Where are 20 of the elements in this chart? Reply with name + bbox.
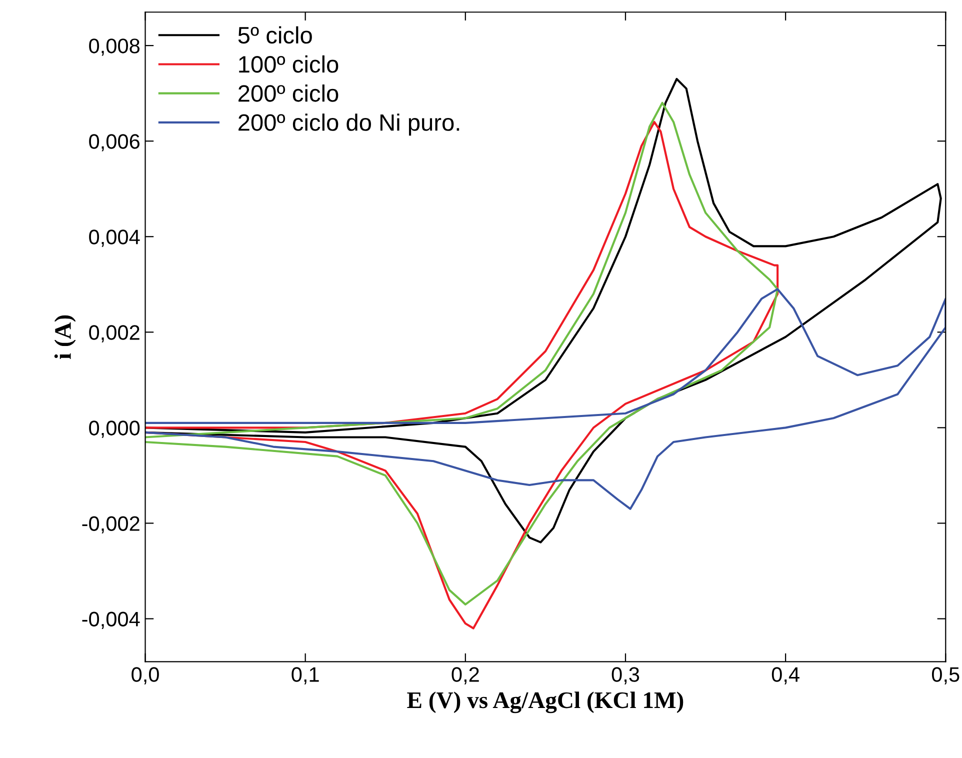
x-tick-label: 0,2 [452, 667, 479, 684]
y-axis-title: i (A) [54, 315, 76, 360]
y-tick-label: 0,004 [89, 230, 140, 247]
y-tick-label: 0,000 [89, 420, 140, 438]
x-tick-label: 0,3 [612, 667, 640, 684]
line-series [145, 288, 946, 510]
y-tick-label: 0,002 [89, 325, 140, 342]
legend-label: 100º ciclo [239, 55, 338, 73]
legend-label: 200º ciclo do Ni puro. [238, 114, 460, 136]
x-tick-label: 0,1 [292, 667, 319, 684]
y-tick-label: -0,002 [82, 516, 140, 534]
x-tick-label: 0,5 [932, 667, 960, 684]
legend-label: 200º ciclo [238, 84, 338, 102]
y-tick-label: 0,008 [89, 38, 140, 56]
legend-label: 5º ciclo [238, 26, 312, 44]
y-tick-label: -0,004 [82, 612, 140, 629]
x-tick-label: 0,0 [132, 667, 159, 684]
y-tick-label: 0,006 [89, 134, 140, 152]
x-axis-title: E (V) vs Ag/AgCl (KCl 1M) [407, 692, 684, 714]
x-tick-label: 0,4 [772, 667, 800, 684]
